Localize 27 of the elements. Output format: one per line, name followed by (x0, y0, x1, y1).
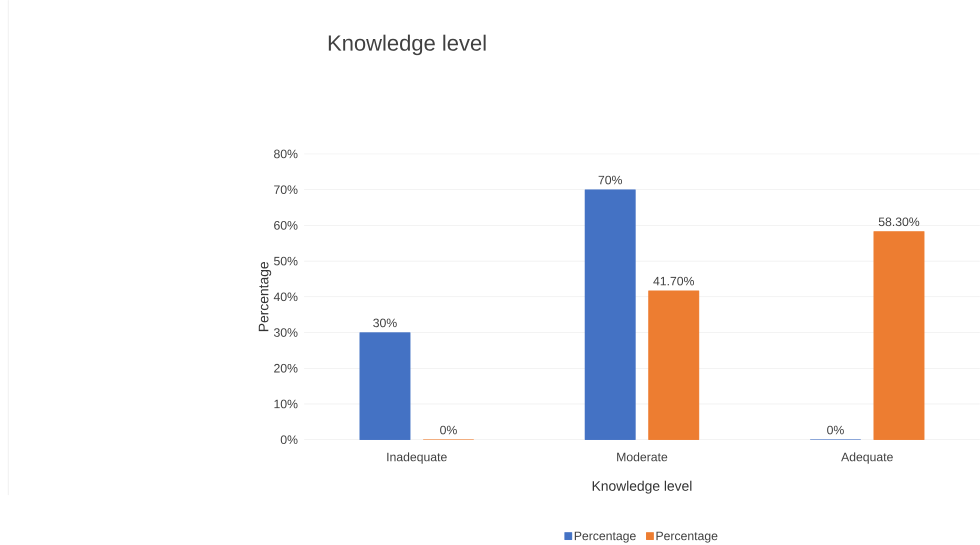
y-tick-label: 50% (274, 256, 298, 266)
legend-label: Percentage (656, 532, 718, 543)
y-tick-label: 0% (280, 436, 298, 444)
y-tick-label: 10% (274, 400, 298, 408)
chart-title: Knowledge level (328, 34, 486, 56)
data-label: 0% (440, 426, 457, 435)
bar (873, 231, 924, 440)
y-tick-label: 60% (274, 221, 298, 230)
y-tick-label: 30% (274, 328, 298, 338)
y-tick-label: 40% (274, 292, 298, 302)
data-label: 30% (373, 318, 397, 328)
x-tick-label: Adequate (841, 452, 893, 464)
bar (359, 332, 410, 440)
x-axis-title: Knowledge level (592, 480, 692, 494)
data-label: 41.70% (653, 276, 694, 286)
y-axis-title: Percentage (258, 262, 272, 332)
bar (584, 190, 636, 440)
legend-label: Percentage (574, 532, 636, 543)
bar (648, 290, 700, 440)
y-tick-label: 20% (274, 364, 298, 373)
data-label: 70% (598, 176, 622, 185)
data-label: 58.30% (878, 218, 920, 226)
x-tick-label: Inadequate (387, 452, 447, 464)
x-tick-label: Moderate (617, 452, 668, 462)
y-tick-label: 80% (274, 150, 298, 158)
data-label: 0% (827, 426, 844, 435)
y-tick-label: 70% (274, 186, 298, 194)
